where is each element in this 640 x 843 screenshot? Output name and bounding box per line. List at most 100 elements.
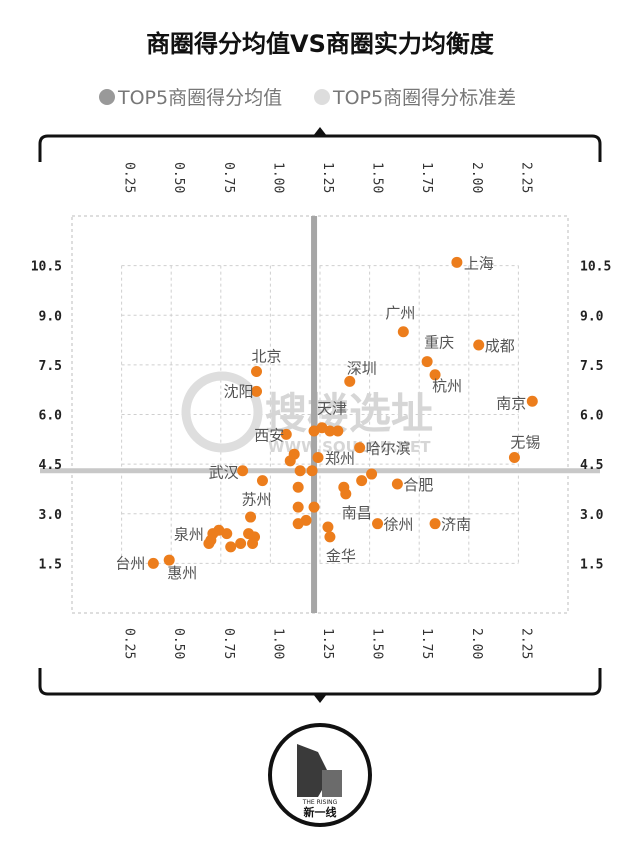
x-tick-label-bottom: 2.25 bbox=[518, 628, 533, 659]
data-point-金华 bbox=[324, 531, 336, 543]
y-tick-label-right: 10.5 bbox=[580, 260, 611, 275]
city-label-杭州: 杭州 bbox=[432, 377, 462, 395]
y-tick-label-left: 10.5 bbox=[31, 260, 62, 275]
logo-text-top: THE RISING bbox=[302, 799, 338, 806]
x-tick-label-bottom: 0.25 bbox=[122, 628, 137, 659]
city-label-沈阳: 沈阳 bbox=[223, 382, 253, 400]
city-label-南京: 南京 bbox=[496, 394, 526, 412]
x-tick-label-top: 0.25 bbox=[122, 162, 137, 193]
legend-std-label: TOP5商圈得分标准差 bbox=[332, 87, 516, 109]
y-axis-left: 1.5 3.0 4.5 6.0 7.5 9.0 10.5 bbox=[31, 260, 62, 573]
watermark-brand: 搜楼选址 bbox=[265, 389, 433, 438]
data-point-无锡 bbox=[508, 452, 520, 464]
data-point-泉州 bbox=[203, 538, 215, 550]
data-point-西安 bbox=[280, 428, 292, 440]
data-point-广州 bbox=[397, 326, 409, 338]
data-point-成都 bbox=[473, 339, 485, 351]
data-point bbox=[225, 541, 237, 553]
x-tick-label-bottom: 0.50 bbox=[171, 628, 186, 659]
data-point bbox=[308, 501, 320, 513]
city-label-苏州: 苏州 bbox=[241, 491, 271, 509]
data-point-深圳 bbox=[344, 375, 356, 387]
data-point-武汉 bbox=[237, 465, 249, 477]
data-points bbox=[147, 256, 538, 569]
x-axis-top: 0.25 0.50 0.75 1.00 1.25 1.50 1.75 2.00 2.25 bbox=[122, 162, 534, 193]
city-label-郑州: 郑州 bbox=[325, 450, 355, 468]
y-tick-label-left: 3.0 bbox=[39, 508, 63, 523]
y-tick-label-right: 1.5 bbox=[580, 557, 603, 572]
up-arrow-icon bbox=[313, 127, 327, 136]
down-arrow-icon bbox=[313, 694, 327, 703]
top-bracket bbox=[38, 134, 602, 162]
data-point-苏州 bbox=[256, 475, 268, 487]
city-label-上海: 上海 bbox=[464, 254, 494, 272]
x-tick-label-bottom: 0.75 bbox=[221, 628, 236, 659]
data-point bbox=[284, 455, 296, 467]
data-point bbox=[235, 538, 247, 550]
data-point bbox=[245, 511, 257, 523]
city-label-北京: 北京 bbox=[252, 347, 282, 365]
data-point-徐州 bbox=[372, 518, 384, 530]
logo-text-bottom: 新一线 bbox=[304, 805, 337, 819]
x-tick-label-top: 1.25 bbox=[320, 162, 335, 193]
data-point bbox=[247, 538, 259, 550]
logo-block-icon bbox=[322, 770, 342, 797]
y-tick-label-right: 7.5 bbox=[580, 359, 603, 374]
data-point bbox=[294, 465, 306, 477]
bottom-bracket bbox=[38, 668, 602, 696]
data-point bbox=[332, 425, 344, 437]
data-point-济南 bbox=[429, 518, 441, 530]
city-label-泉州: 泉州 bbox=[174, 526, 204, 544]
y-tick-label-right: 6.0 bbox=[580, 409, 604, 424]
data-point bbox=[292, 481, 304, 493]
x-tick-label-bottom: 1.00 bbox=[270, 628, 285, 659]
city-label-南昌: 南昌 bbox=[342, 504, 372, 522]
legend-mean-label: TOP5商圈得分均值 bbox=[117, 87, 282, 109]
data-point bbox=[292, 501, 304, 513]
city-label-惠州: 惠州 bbox=[167, 564, 197, 582]
legend: TOP5商圈得分均值 TOP5商圈得分标准差 bbox=[99, 87, 516, 109]
x-tick-label-bottom: 1.25 bbox=[320, 628, 335, 659]
data-point bbox=[356, 475, 368, 487]
city-label-哈尔滨: 哈尔滨 bbox=[366, 440, 411, 458]
x-tick-label-top: 0.75 bbox=[221, 162, 236, 193]
chart-title: 商圈得分均值VS商圈实力均衡度 bbox=[146, 30, 495, 58]
watermark: 搜楼选址 WWW.SOULOU.NET bbox=[181, 371, 433, 456]
legend-std-swatch bbox=[314, 89, 330, 105]
x-tick-label-top: 1.75 bbox=[419, 162, 434, 193]
y-axis-right: 1.5 3.0 4.5 6.0 7.5 9.0 10.5 bbox=[580, 260, 611, 573]
data-point-沈阳 bbox=[251, 385, 263, 397]
x-tick-label-top: 2.00 bbox=[469, 162, 484, 193]
y-tick-label-left: 9.0 bbox=[39, 309, 63, 324]
gridlines bbox=[121, 265, 519, 564]
watermark-url: WWW.SOULOU.NET bbox=[268, 438, 431, 456]
city-label-深圳: 深圳 bbox=[347, 359, 377, 377]
y-tick-label-left: 4.5 bbox=[39, 458, 62, 473]
data-point-上海 bbox=[451, 256, 463, 268]
city-label-济南: 济南 bbox=[441, 516, 471, 534]
x-tick-label-bottom: 1.75 bbox=[419, 628, 434, 659]
x-tick-label-top: 1.00 bbox=[270, 162, 285, 193]
city-label-成都: 成都 bbox=[485, 337, 515, 355]
data-point-合肥 bbox=[391, 478, 403, 490]
data-point-哈尔滨 bbox=[354, 442, 366, 454]
x-tick-label-top: 0.50 bbox=[171, 162, 186, 193]
data-point bbox=[300, 514, 312, 526]
std-reference-line bbox=[40, 468, 600, 474]
data-point-杭州 bbox=[429, 369, 441, 381]
city-label-天津: 天津 bbox=[317, 400, 347, 418]
data-point-北京 bbox=[251, 365, 263, 377]
x-tick-label-top: 1.50 bbox=[370, 162, 385, 193]
city-label-台州: 台州 bbox=[115, 554, 145, 572]
logo-building-icon bbox=[297, 744, 330, 797]
y-tick-label-right: 4.5 bbox=[580, 458, 603, 473]
city-label-西安: 西安 bbox=[254, 426, 284, 444]
data-point-台州 bbox=[147, 557, 159, 569]
x-axis-bottom: 0.25 0.50 0.75 1.00 1.25 1.50 1.75 2.00 2.25 bbox=[122, 628, 534, 659]
data-point bbox=[322, 521, 334, 533]
city-label-金华: 金华 bbox=[326, 547, 356, 565]
data-point-惠州 bbox=[163, 554, 175, 566]
y-tick-label-right: 3.0 bbox=[580, 508, 604, 523]
